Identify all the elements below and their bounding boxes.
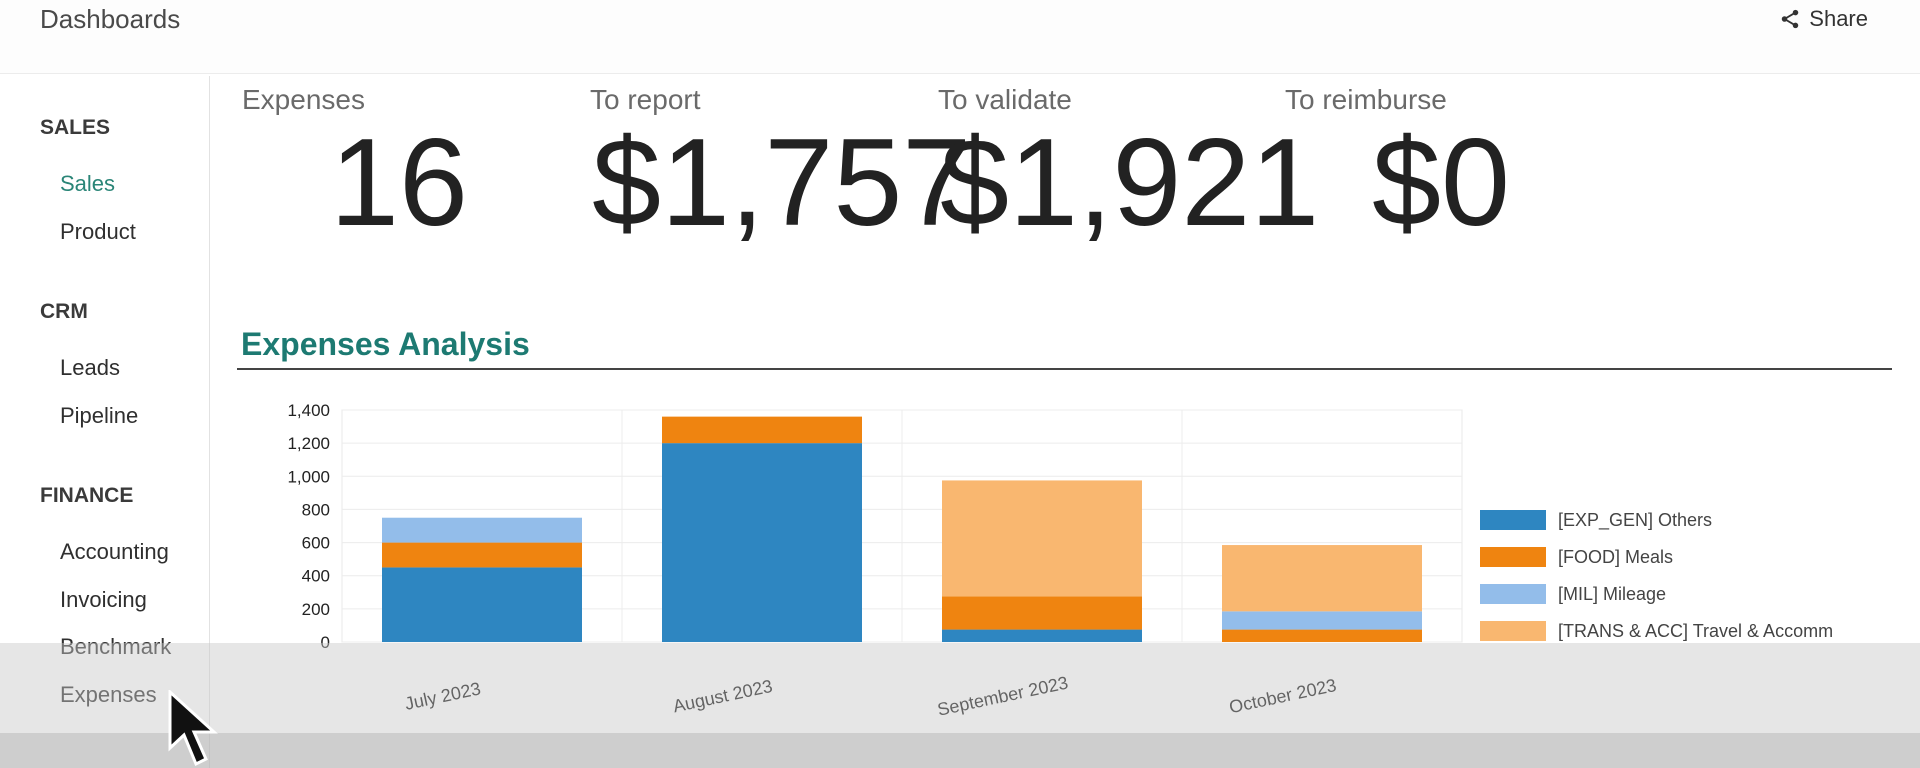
sidebar-item-invoicing[interactable]: Invoicing [60,587,147,612]
sidebar-item-sales[interactable]: Sales [60,171,116,196]
kpi-value-to-reimburse: $0 [1372,114,1510,252]
legend-swatch [1480,621,1546,641]
sidebar-item-benchmark[interactable]: Benchmark [60,634,172,659]
top-bar: Dashboards Share [0,0,1920,74]
share-button[interactable]: Share [1779,6,1868,32]
kpi-label-expenses: Expenses [242,84,365,115]
y-tick-label: 800 [302,500,330,519]
section-sales: SALES [40,116,111,139]
bar-segment [1222,629,1422,642]
legend-swatch [1480,584,1546,604]
y-tick-label: 200 [302,600,330,619]
kpi-value-expenses: 16 [330,114,468,252]
bar-segment [382,542,582,568]
kpi-label-to-reimburse: To reimburse [1285,84,1447,115]
sidebar-item-accounting[interactable]: Accounting [60,539,169,564]
bar-segment [382,567,582,642]
sidebar-item-pipeline[interactable]: Pipeline [60,403,139,428]
bar-segment [942,480,1142,597]
section-crm: CRM [40,300,88,323]
bar-segment [1222,611,1422,630]
bar-segment [662,443,862,642]
y-tick-label: 1,400 [287,401,330,420]
y-tick-label: 600 [302,534,330,553]
y-tick-label: 1,200 [287,434,330,453]
sidebar-item-product[interactable]: Product [60,219,136,244]
kpi-label-to-report: To report [590,84,701,115]
overlay-band-bottom [0,733,1920,768]
overlay-band [0,643,1920,733]
legend-label: [TRANS & ACC] Travel & Accomm [1558,621,1833,641]
sidebar: SALES Sales Product CRM Leads Pipeline F… [8,76,210,768]
sidebar-item-expenses[interactable]: Expenses [60,682,157,707]
bar-segment [942,629,1142,642]
section-title-expenses-analysis: Expenses Analysis [241,326,530,362]
kpi-value-to-validate: $1,921 [940,114,1320,252]
legend-label: [FOOD] Meals [1558,547,1673,567]
kpi-label-to-validate: To validate [938,84,1072,115]
mouse-cursor-icon [168,690,218,767]
legend-swatch [1480,510,1546,530]
legend-label: [EXP_GEN] Others [1558,510,1712,531]
kpi-value-to-report: $1,757 [592,114,972,252]
legend-label: [MIL] Mileage [1558,584,1666,604]
y-tick-label: 1,000 [287,467,330,486]
section-finance: FINANCE [40,484,134,507]
bar-segment [382,517,582,543]
section-divider [237,368,1892,370]
share-label: Share [1809,6,1868,31]
bar-segment [662,416,862,444]
sidebar-item-leads[interactable]: Leads [60,355,120,380]
legend-swatch [1480,547,1546,567]
y-tick-label: 400 [302,567,330,586]
share-icon [1782,9,1799,29]
y-tick-label: 0 [321,633,330,652]
app-title: Dashboards [40,4,181,34]
bar-segment [1222,545,1422,612]
bar-segment [942,596,1142,630]
